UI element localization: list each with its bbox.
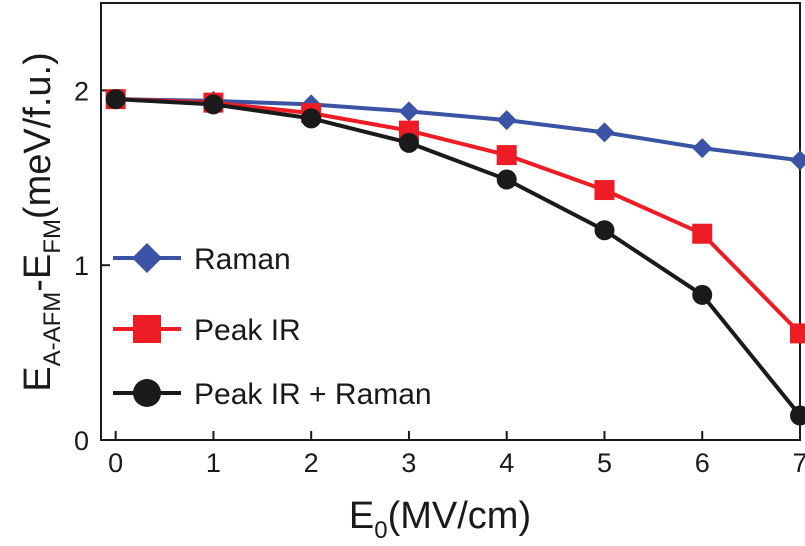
data-point [790, 323, 805, 343]
legend-marker [133, 379, 161, 407]
data-point [399, 101, 419, 121]
data-point [497, 145, 517, 165]
legend-marker [133, 315, 161, 343]
data-point [106, 89, 126, 109]
x-tick-label: 3 [401, 448, 416, 478]
legend-entry-1: Peak IR [113, 314, 301, 347]
data-point [301, 108, 321, 128]
data-point [399, 133, 419, 153]
x-tick-label: 7 [792, 448, 805, 478]
legend-label: Raman [194, 243, 291, 276]
data-point [594, 122, 614, 142]
y-axis-title-base: E [17, 366, 59, 391]
data-point [497, 110, 517, 130]
x-axis-title-rest: (MV/cm) [388, 495, 532, 537]
series-1 [106, 89, 805, 343]
y-tick-label: 1 [74, 251, 89, 281]
data-point [594, 180, 614, 200]
x-tick-label: 4 [499, 448, 514, 478]
legend: Raman Peak IR Peak IR + Raman [113, 243, 432, 411]
data-point [497, 170, 517, 190]
y-axis-title: EA-AFM-EFM(meV/f.u.) [17, 52, 66, 392]
x-axis-title-sub: 0 [374, 517, 387, 544]
y-axis-title-sub2: FM [39, 219, 66, 254]
x-tick-label: 0 [108, 448, 123, 478]
y-axis-title-rest: (meV/f.u.) [17, 52, 59, 219]
data-point [692, 224, 712, 244]
y-axis-title-sub1: A-AFM [39, 292, 66, 367]
x-tick-label: 5 [597, 448, 612, 478]
data-point [692, 138, 712, 158]
plot-frame [101, 3, 800, 440]
x-axis-title: E0(MV/cm) [349, 495, 531, 544]
y-tick-label: 2 [74, 76, 89, 106]
data-point [203, 94, 223, 114]
legend-label: Peak IR + Raman [194, 378, 432, 411]
y-tick-label: 0 [74, 426, 89, 456]
data-point [692, 285, 712, 305]
legend-entry-0: Raman [113, 243, 291, 276]
x-tick-label: 1 [206, 448, 221, 478]
legend-label: Peak IR [194, 314, 301, 347]
legend-marker [132, 243, 162, 273]
legend-entry-2: Peak IR + Raman [113, 378, 432, 411]
x-axis-title-base: E [349, 495, 374, 537]
data-point [594, 220, 614, 240]
x-tick-label: 2 [304, 448, 319, 478]
data-point [790, 150, 805, 170]
x-tick-label: 6 [695, 448, 710, 478]
y-axis-title-dash: -E [17, 254, 59, 292]
